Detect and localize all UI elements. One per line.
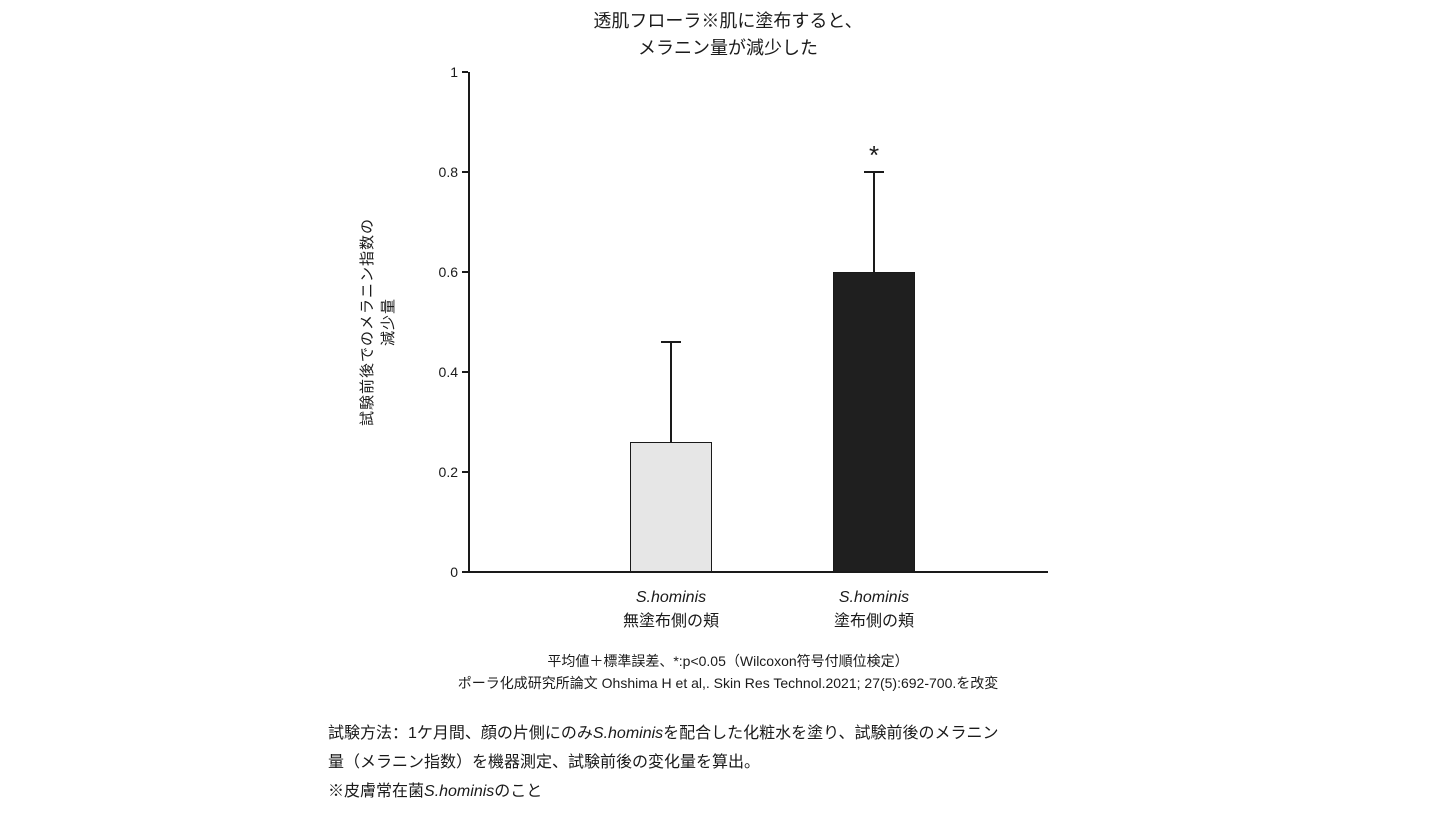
caption-line1: 平均値＋標準誤差、*:p<0.05（Wilcoxon符号付順位検定）: [547, 653, 908, 669]
chart-container: 透肌フローラ※肌に塗布すると、 メラニン量が減少した 試験前後でのメラニン指数の…: [328, 0, 1128, 834]
y-tick: [462, 71, 468, 73]
y-tick: [462, 471, 468, 473]
bar: [630, 442, 711, 572]
y-tick-label: 1: [418, 64, 458, 80]
plot-area: 試験前後でのメラニン指数の 減少量 00.20.40.60.81S.homini…: [408, 72, 1048, 572]
y-tick: [462, 371, 468, 373]
error-bar: [670, 342, 672, 442]
x-category-label: S.hominis無塗布側の頬: [623, 586, 719, 634]
error-bar: [873, 172, 875, 272]
caption-line2: ポーラ化成研究所論文 Ohshima H et al,. Skin Res Te…: [458, 675, 999, 691]
y-tick: [462, 571, 468, 573]
x-axis-line: [468, 571, 1048, 573]
chart-title: 透肌フローラ※肌に塗布すると、 メラニン量が減少した: [328, 0, 1128, 62]
y-tick-label: 0.6: [418, 264, 458, 280]
y-tick-label: 0.8: [418, 164, 458, 180]
y-tick: [462, 171, 468, 173]
y-axis-line: [468, 72, 470, 572]
y-tick-label: 0.4: [418, 364, 458, 380]
x-category-label: S.hominis塗布側の頬: [834, 586, 914, 634]
error-cap: [661, 341, 681, 343]
title-line2: メラニン量が減少した: [638, 38, 818, 58]
y-tick-label: 0: [418, 564, 458, 580]
bar: [833, 272, 914, 572]
title-line1: 透肌フローラ※肌に塗布すると、: [593, 11, 862, 31]
y-axis-label: 試験前後でのメラニン指数の 減少量: [357, 218, 399, 426]
error-cap: [864, 171, 884, 173]
chart-caption: 平均値＋標準誤差、*:p<0.05（Wilcoxon符号付順位検定） ポーラ化成…: [328, 650, 1128, 695]
method-text: 試験方法：1ケ月間、顔の片側にのみS.hominisを配合した化粧水を塗り、試験…: [328, 720, 1128, 806]
significance-marker: *: [869, 140, 879, 171]
y-tick-label: 0.2: [418, 464, 458, 480]
y-tick: [462, 271, 468, 273]
